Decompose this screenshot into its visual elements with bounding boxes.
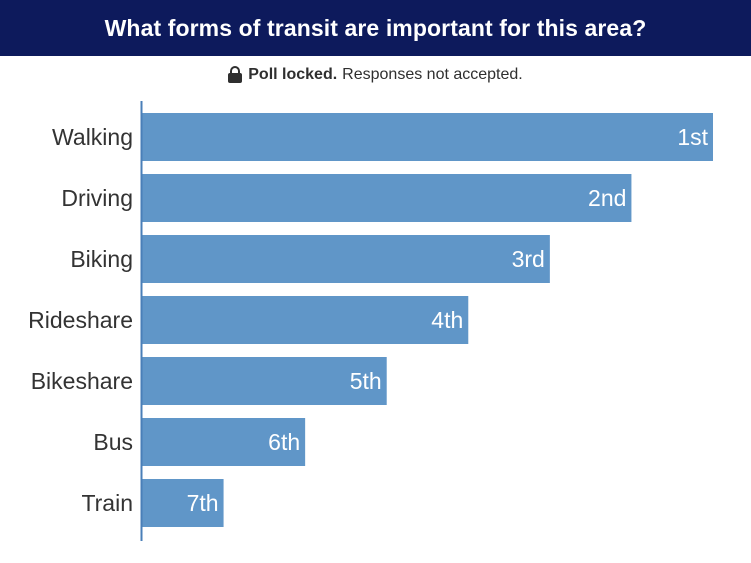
bar-driving — [142, 174, 632, 222]
bar-rideshare — [142, 296, 469, 344]
lock-icon — [228, 66, 243, 84]
bar-train — [142, 479, 224, 527]
data-label-biking: 3rd — [512, 246, 545, 272]
data-label-rideshare: 4th — [431, 307, 463, 333]
category-label-bikeshare: Bikeshare — [31, 368, 133, 394]
bar-biking — [142, 235, 550, 283]
data-label-bikeshare: 5th — [350, 368, 382, 394]
category-label-bus: Bus — [93, 429, 133, 455]
category-label-train: Train — [81, 490, 133, 516]
data-label-train: 7th — [187, 490, 219, 516]
category-label-biking: Biking — [70, 246, 133, 272]
header-bar: What forms of transit are important for … — [0, 0, 751, 56]
poll-status-text: Responses not accepted. — [342, 66, 523, 83]
category-label-driving: Driving — [61, 185, 133, 211]
data-label-bus: 6th — [268, 429, 300, 455]
data-label-driving: 2nd — [588, 185, 626, 211]
bar-walking — [142, 113, 713, 161]
category-label-rideshare: Rideshare — [28, 307, 133, 333]
data-label-walking: 1st — [677, 124, 708, 150]
bar-bikeshare — [142, 357, 387, 405]
poll-status: Poll locked. Responses not accepted. — [0, 63, 751, 87]
poll-status-strong: Poll locked. — [248, 66, 338, 83]
bar-bus — [142, 418, 306, 466]
poll-title: What forms of transit are important for … — [104, 14, 647, 41]
category-label-walking: Walking — [52, 124, 133, 150]
